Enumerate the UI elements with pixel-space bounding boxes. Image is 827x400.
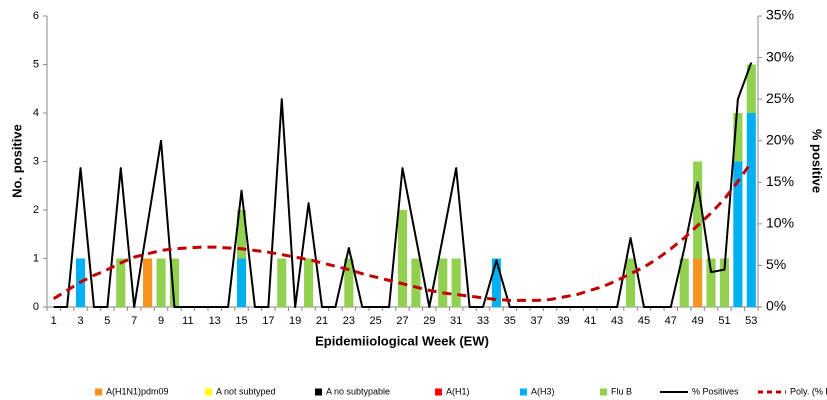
legend-label: Flu B (611, 386, 632, 396)
x-tick-label: 23 (343, 315, 355, 327)
x-tick-label: 17 (262, 315, 274, 327)
x-tick-label: 29 (423, 315, 435, 327)
bar (236, 258, 247, 307)
x-tick-label: 1 (51, 315, 57, 327)
legend-swatch (95, 388, 102, 396)
x-tick-label: 37 (531, 315, 543, 327)
bar (169, 258, 180, 307)
line (53, 62, 753, 308)
bar (344, 258, 354, 307)
bar (706, 258, 716, 307)
bar (733, 161, 743, 307)
legend-label: A not subtyped (216, 386, 276, 396)
bar (156, 258, 166, 307)
trend-line (52, 161, 753, 302)
x-tick-label: 45 (638, 315, 650, 327)
legend-label: A(H1) (446, 386, 470, 396)
y-tick-label: 0 (33, 301, 39, 313)
x-tick-label: 43 (611, 315, 623, 327)
x-tick-label: 11 (182, 315, 193, 327)
x-tick-label: 41 (584, 315, 596, 327)
bar (491, 258, 501, 307)
y-axis-title: No. positive (9, 124, 24, 198)
bar (116, 258, 126, 307)
x-axis-title: Epidemiiological Week (EW) (315, 333, 489, 348)
bar (625, 258, 636, 307)
x-tick-label: 49 (692, 315, 704, 327)
bar (304, 258, 314, 307)
bar (693, 161, 703, 259)
y-tick-label: 6 (33, 10, 39, 22)
y2-tick-label: 5% (766, 256, 786, 272)
y-tick-label: 3 (33, 155, 39, 167)
legend-swatch (435, 388, 442, 396)
x-tick-label: 9 (158, 315, 164, 327)
bar (411, 258, 421, 307)
bar (693, 258, 703, 307)
x-tick-label: 21 (316, 315, 328, 327)
bar (397, 210, 408, 307)
legend-swatch (520, 388, 527, 396)
y2-tick-label: 35% (766, 7, 794, 23)
y2-tick-label: 0% (766, 298, 786, 314)
x-tick-label: 47 (665, 315, 677, 327)
y-tick-label: 5 (33, 58, 39, 70)
bar (277, 258, 287, 307)
x-tick-label: 7 (131, 315, 137, 327)
y-tick-label: 1 (33, 252, 39, 264)
bar (746, 64, 756, 113)
x-tick-label: 13 (209, 315, 221, 327)
y2-axis-title: % positive (810, 129, 825, 193)
x-tick-label: 5 (104, 315, 110, 327)
x-tick-label: 3 (77, 315, 83, 327)
legend-label: Poly. (% Positives) (790, 386, 827, 396)
y2-tick-label: 20% (766, 131, 794, 147)
x-tick-label: 35 (504, 315, 516, 327)
y2-tick-label: 30% (766, 48, 794, 64)
bar (236, 210, 247, 259)
y-tick-label: 4 (33, 107, 39, 119)
legend-label: % Positives (692, 386, 739, 396)
x-tick-label: 51 (718, 315, 730, 327)
legend-label: A no subtypable (326, 386, 390, 396)
y2-tick-label: 10% (766, 215, 794, 231)
x-tick-label: 33 (477, 315, 489, 327)
legend-label: A(H1N1)pdm09 (106, 386, 169, 396)
x-tick-label: 31 (450, 315, 462, 327)
x-tick-label: 19 (289, 315, 301, 327)
y-tick-label: 2 (33, 204, 39, 216)
x-tick-label: 25 (370, 315, 382, 327)
legend-label: A(H3) (531, 386, 555, 396)
bar (451, 258, 461, 307)
x-tick-label: 27 (396, 315, 408, 327)
bar (719, 258, 730, 307)
bar (143, 258, 153, 307)
x-tick-label: 15 (235, 315, 247, 327)
x-tick-label: 39 (557, 315, 569, 327)
legend-swatch (315, 388, 322, 396)
bar (746, 113, 756, 307)
legend-swatch (205, 388, 212, 396)
bar (679, 258, 689, 307)
bar (733, 113, 743, 162)
bar (438, 258, 448, 307)
y2-tick-label: 25% (766, 90, 794, 106)
legend-swatch (600, 388, 607, 396)
y2-tick-label: 15% (766, 173, 794, 189)
x-tick-label: 53 (745, 315, 757, 327)
